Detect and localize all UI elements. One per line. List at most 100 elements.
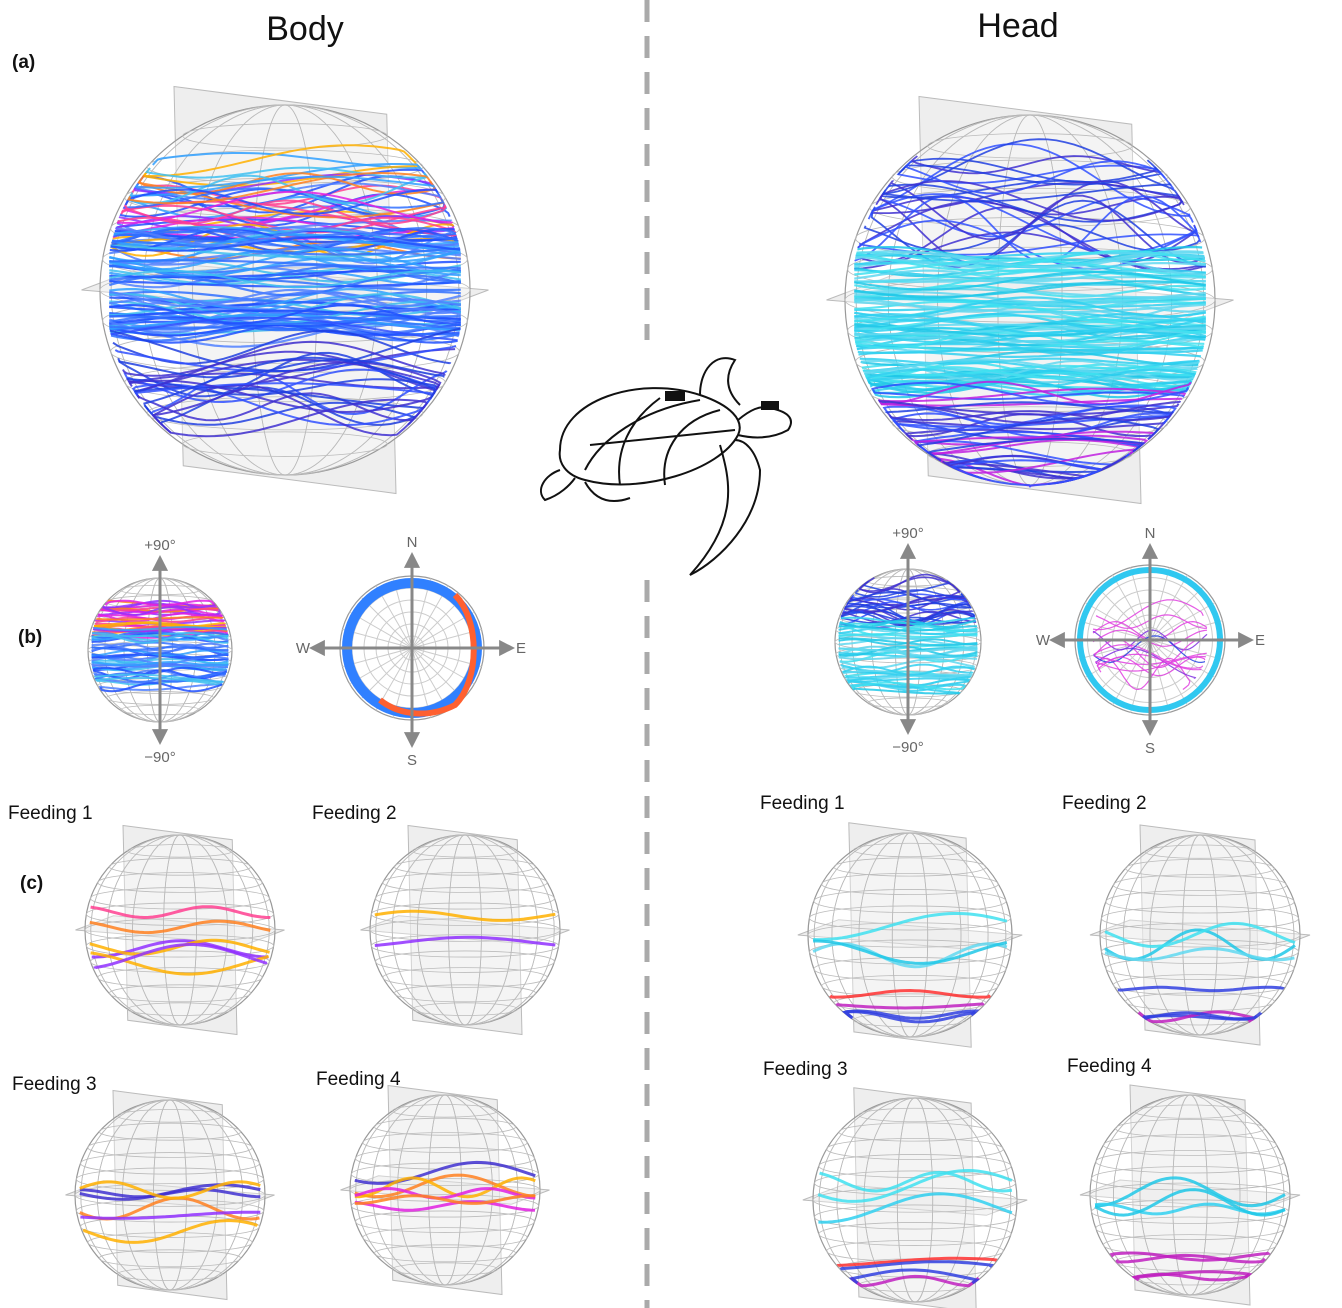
trajectory xyxy=(835,1002,985,1010)
trajectory xyxy=(871,381,1190,406)
trajectory xyxy=(854,301,1206,314)
trajectory xyxy=(113,225,459,246)
arrow-head xyxy=(151,555,169,571)
latitude xyxy=(382,872,548,893)
trajectory xyxy=(818,1192,1013,1224)
meridian xyxy=(818,1097,1012,1303)
latitude xyxy=(370,902,560,926)
trajectory xyxy=(869,143,1191,217)
latitude xyxy=(98,1249,242,1268)
latitude xyxy=(74,1183,266,1207)
trajectories xyxy=(374,909,556,947)
trajectory xyxy=(859,357,1200,365)
trajectory xyxy=(109,287,461,310)
sphere xyxy=(1079,1084,1301,1306)
trajectory xyxy=(153,398,428,438)
trajectory xyxy=(900,164,1163,186)
arrow-head xyxy=(309,639,325,657)
latitude xyxy=(87,1137,253,1158)
latitude xyxy=(108,857,252,876)
latitude xyxy=(1112,974,1288,996)
compass-label: N xyxy=(1145,525,1156,542)
trajectory xyxy=(849,1274,980,1288)
trajectory xyxy=(82,1218,259,1244)
latitude xyxy=(1102,1134,1278,1156)
latitude xyxy=(375,950,555,973)
arrow-head xyxy=(499,639,515,657)
latitude xyxy=(393,984,537,1003)
latitude xyxy=(355,1210,535,1233)
pitch-label: +90° xyxy=(892,525,923,542)
trajectory xyxy=(111,240,461,260)
trajectories xyxy=(871,380,1192,488)
trajectory xyxy=(118,358,445,379)
latitude xyxy=(382,967,548,988)
trajectory xyxy=(839,1260,994,1271)
trajectory xyxy=(855,251,1205,265)
trajectory xyxy=(854,278,1206,286)
latitude xyxy=(146,149,424,184)
trajectory xyxy=(79,1180,261,1200)
trajectory xyxy=(143,356,436,411)
trajectory xyxy=(842,601,969,614)
trajectory xyxy=(879,380,1192,406)
trajectory xyxy=(111,226,457,249)
latitude xyxy=(117,1267,223,1281)
trajectory xyxy=(854,291,1206,305)
latitude xyxy=(362,1227,528,1248)
trajectory xyxy=(127,174,429,205)
arrow-head xyxy=(151,729,169,745)
latitude xyxy=(853,1012,967,1028)
latitude xyxy=(370,934,560,958)
trajectory xyxy=(884,401,1174,414)
trajectory xyxy=(109,307,462,325)
latitude xyxy=(108,984,252,1003)
latitude xyxy=(85,934,275,958)
drawing: +90° −90° N S W E +90° −90° N S W E Feeding 1 Feeding… xyxy=(8,85,1311,1308)
trajectory xyxy=(133,175,436,189)
latitude xyxy=(821,974,999,998)
latitude xyxy=(85,902,275,926)
latitude xyxy=(350,1194,540,1218)
trajectory xyxy=(1104,921,1296,949)
trajectory xyxy=(854,270,1206,291)
latitude xyxy=(833,993,987,1013)
trajectory xyxy=(109,304,461,325)
latitude xyxy=(1112,874,1288,896)
turtle-icon xyxy=(540,357,792,576)
trajectory xyxy=(93,943,268,970)
trajectory xyxy=(109,259,461,269)
latitude xyxy=(373,1244,517,1263)
latitude xyxy=(102,298,468,344)
sphere xyxy=(360,824,570,1036)
latitude xyxy=(393,857,537,876)
arrow-head xyxy=(1238,631,1254,649)
panel-label: (c) xyxy=(20,873,43,894)
compass-label: S xyxy=(1145,740,1155,757)
panel-label: (a) xyxy=(12,52,35,73)
trajectory xyxy=(854,280,1206,298)
trajectory xyxy=(135,392,426,422)
latitude xyxy=(373,1117,517,1136)
trajectory xyxy=(90,905,271,920)
column-title: Head xyxy=(977,7,1058,45)
pitch-label: −90° xyxy=(892,739,923,756)
trajectory xyxy=(109,316,461,331)
trajectory xyxy=(910,155,1162,175)
latitude xyxy=(1099,922,1301,948)
latitude xyxy=(412,844,518,858)
trajectory xyxy=(126,348,456,389)
latitude xyxy=(392,1104,498,1118)
latitude xyxy=(853,842,967,858)
trajectory xyxy=(856,249,1206,271)
arrow-head xyxy=(403,552,421,568)
trajectory xyxy=(819,1170,1013,1193)
meridian xyxy=(355,1094,535,1286)
feeding-label: Feeding 2 xyxy=(312,803,397,824)
trajectory xyxy=(854,319,1206,336)
trajectory xyxy=(1109,1251,1271,1262)
trajectory xyxy=(115,227,459,247)
pitch-label: +90° xyxy=(144,537,175,554)
trajectory xyxy=(854,296,1206,318)
compass-label: E xyxy=(1255,632,1265,649)
